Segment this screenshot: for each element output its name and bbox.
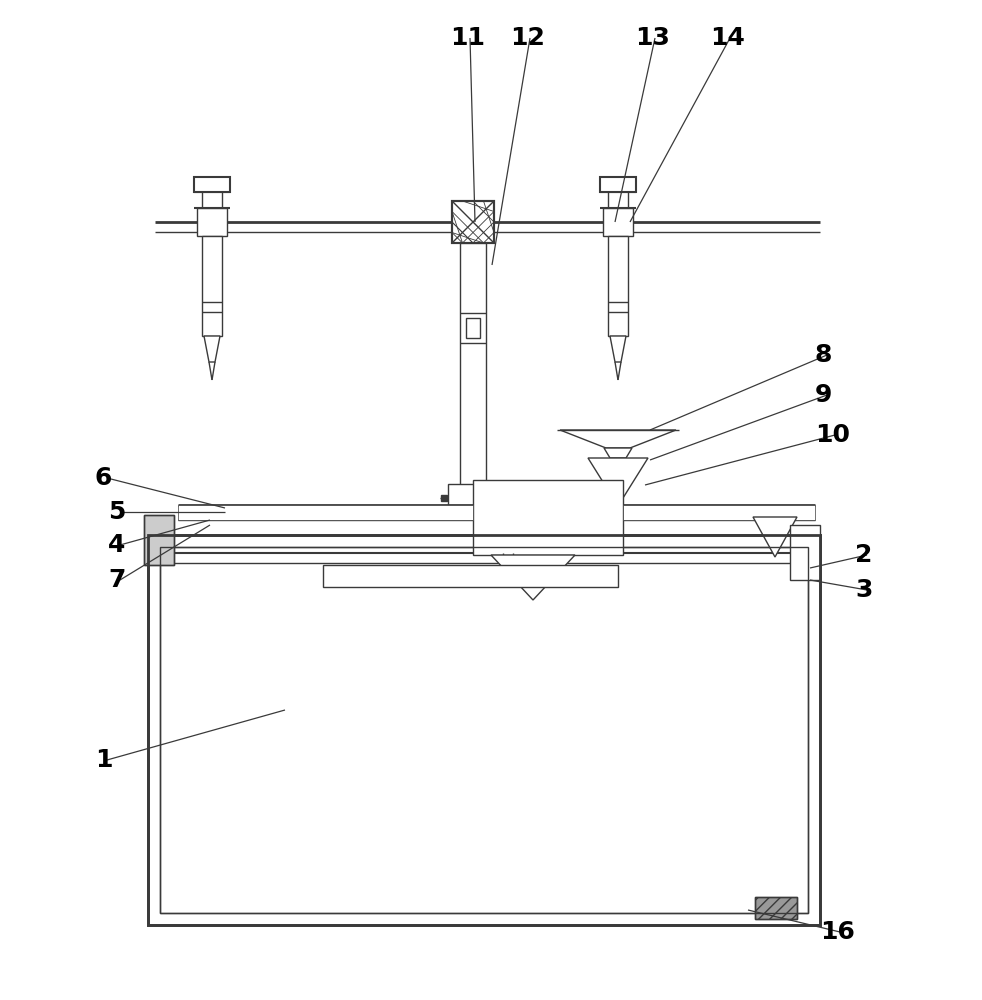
Text: 12: 12 — [510, 26, 545, 50]
Bar — [755, 897, 797, 919]
Polygon shape — [204, 336, 220, 362]
Bar — [473, 480, 623, 555]
Bar — [790, 525, 820, 580]
Polygon shape — [753, 517, 797, 557]
Bar — [323, 565, 618, 587]
Bar — [452, 201, 494, 243]
Bar — [160, 547, 808, 913]
Bar — [448, 484, 498, 512]
Bar — [144, 515, 174, 565]
Bar — [452, 201, 494, 243]
Bar — [603, 208, 633, 236]
Bar — [144, 515, 174, 565]
Text: 13: 13 — [635, 26, 670, 50]
Bar — [202, 236, 222, 336]
Text: 10: 10 — [815, 423, 850, 447]
Bar — [148, 535, 820, 925]
Text: 16: 16 — [820, 920, 855, 944]
Bar — [460, 243, 486, 508]
Text: 3: 3 — [855, 578, 872, 602]
Bar — [197, 208, 227, 236]
Bar — [160, 547, 808, 913]
Bar — [194, 177, 230, 192]
Polygon shape — [491, 555, 575, 600]
Bar — [608, 236, 628, 336]
Text: 11: 11 — [450, 26, 485, 50]
Text: 7: 7 — [108, 568, 126, 592]
Bar — [466, 318, 480, 338]
Text: 8: 8 — [815, 343, 833, 367]
Bar — [755, 897, 797, 919]
Bar — [148, 535, 820, 925]
Text: 6: 6 — [95, 466, 112, 490]
Bar — [178, 505, 473, 520]
Text: 2: 2 — [855, 543, 872, 567]
Text: 4: 4 — [108, 533, 126, 557]
Bar — [623, 505, 815, 520]
Text: 9: 9 — [815, 383, 833, 407]
Polygon shape — [610, 336, 626, 362]
Text: 14: 14 — [710, 26, 745, 50]
Polygon shape — [588, 458, 648, 506]
Text: 1: 1 — [95, 748, 113, 772]
Bar — [600, 177, 636, 192]
Polygon shape — [560, 430, 676, 448]
Polygon shape — [604, 448, 632, 458]
Text: 5: 5 — [108, 500, 126, 524]
